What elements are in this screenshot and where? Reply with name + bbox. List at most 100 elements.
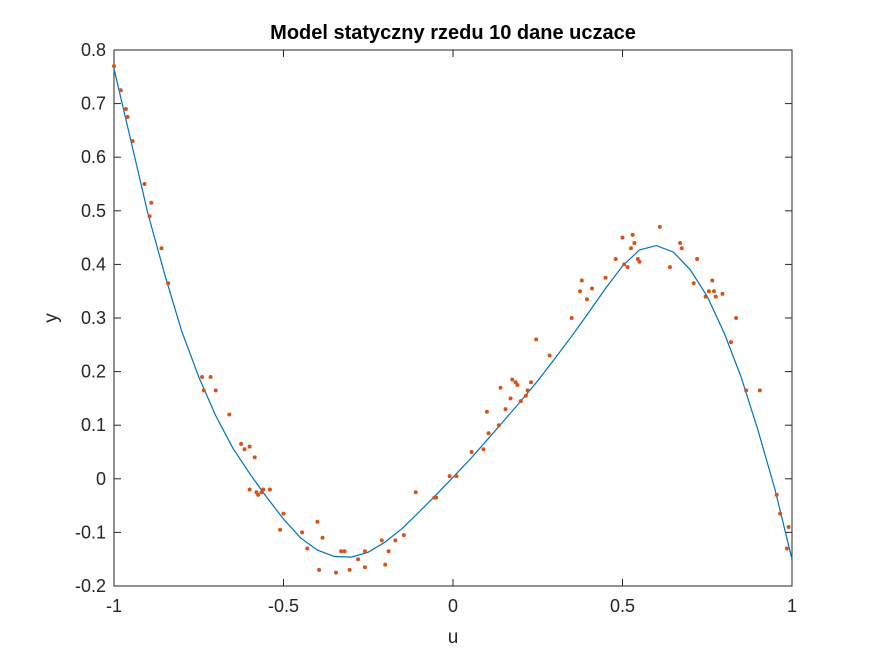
data-point [523, 393, 528, 398]
model-curve [113, 68, 793, 560]
data-point [569, 316, 574, 320]
data-point [227, 412, 232, 417]
data-point [691, 281, 696, 286]
y-tick-label: 0.8 [81, 40, 106, 60]
data-point [498, 385, 503, 390]
data-point [166, 281, 171, 286]
data-point [712, 289, 716, 294]
data-point [496, 423, 501, 428]
data-point [342, 549, 347, 554]
data-point [629, 246, 633, 251]
data-point [447, 474, 452, 479]
y-tick-label: 0.2 [81, 362, 106, 382]
data-point [112, 64, 116, 69]
data-point [774, 492, 779, 497]
data-point [147, 214, 152, 219]
data-point [320, 535, 325, 540]
data-point [239, 442, 244, 446]
data-point [278, 527, 283, 532]
data-point [281, 511, 286, 516]
data-point [510, 377, 515, 382]
data-point [734, 316, 739, 320]
data-point [622, 262, 627, 267]
data-point [744, 388, 749, 393]
data-point [201, 388, 206, 393]
data-point [613, 257, 618, 261]
data-point [630, 232, 635, 237]
chart-title: Model statyczny rzedu 10 dane uczace [270, 22, 636, 44]
data-point [481, 447, 486, 452]
data-point [484, 409, 489, 414]
data-point [710, 278, 715, 283]
data-point [247, 444, 252, 449]
data-point [703, 294, 708, 299]
data-point [713, 294, 718, 299]
data-point [590, 286, 594, 291]
y-axis-label: y [41, 313, 62, 323]
data-point [518, 399, 523, 404]
y-tick-label: -0.1 [75, 522, 106, 542]
data-point [784, 546, 789, 551]
data-point [362, 549, 367, 554]
data-point [678, 241, 683, 245]
data-point [695, 257, 700, 261]
y-tick-label: -0.2 [75, 576, 106, 596]
data-point [578, 289, 583, 294]
data-point [142, 182, 147, 186]
data-point [334, 570, 338, 575]
data-point [515, 383, 520, 387]
data-point [261, 487, 266, 492]
data-point [632, 241, 637, 245]
data-point [637, 259, 642, 264]
data-point [247, 487, 252, 492]
data-point [347, 567, 352, 572]
data-point [706, 289, 711, 294]
data-point [579, 278, 584, 283]
data-point [213, 388, 218, 393]
data-point [668, 265, 672, 270]
data-point [315, 519, 320, 524]
data-point [317, 567, 322, 572]
data-point [657, 224, 662, 229]
y-tick-label: 0.1 [81, 415, 106, 435]
data-point [778, 511, 783, 516]
data-point [123, 107, 128, 111]
data-point [413, 490, 418, 495]
y-tick-label: 0.5 [81, 201, 106, 221]
data-point [383, 562, 388, 567]
data-point [305, 546, 310, 551]
data-point [720, 291, 725, 296]
data-point [267, 487, 272, 492]
data-point [339, 549, 344, 554]
x-axis-label: u [448, 627, 459, 648]
data-point [625, 265, 630, 270]
y-tick-label: 0 [96, 469, 106, 489]
x-tick-label: 0.5 [610, 596, 635, 616]
y-tick-label: 0.4 [81, 254, 106, 274]
data-point [529, 380, 533, 385]
data-point [130, 139, 135, 144]
data-point [434, 495, 439, 500]
data-point [584, 297, 589, 302]
data-point [208, 375, 213, 379]
data-point [125, 115, 130, 119]
data-point [379, 538, 384, 543]
data-point [729, 340, 733, 345]
data-point [159, 246, 164, 251]
y-tick-label: 0.6 [81, 147, 106, 167]
plot-area: -1 -0.5 0 0.5 1 -0.2 -0.1 0 0.1 0.2 0.3 0.4 0.5 0.6 0… [75, 40, 797, 616]
data-point [362, 565, 367, 570]
x-tick-label: 1 [787, 596, 797, 616]
data-point [503, 407, 508, 412]
data-point [620, 235, 625, 240]
data-point [508, 396, 513, 401]
data-points [112, 64, 791, 575]
data-point [401, 533, 406, 538]
data-point [300, 530, 305, 535]
x-tick-label: 0 [448, 596, 458, 616]
y-tick-label: 0.7 [81, 94, 106, 114]
data-point [242, 447, 247, 452]
data-point [547, 353, 552, 358]
x-axis: -1 -0.5 0 0.5 1 [106, 50, 797, 616]
